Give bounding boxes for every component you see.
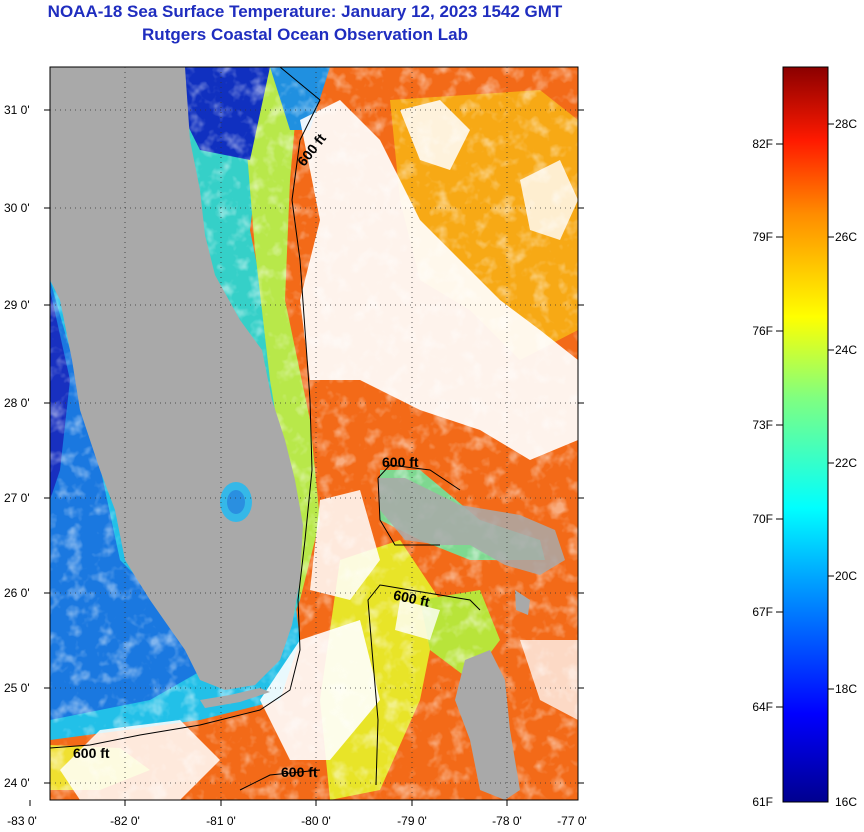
lat-label: 26 0' [4, 586, 30, 600]
colorbar-f-label: 82F [752, 137, 773, 151]
contour-label: 600 ft [281, 764, 318, 780]
map-subtitle: Rutgers Coastal Ocean Observation Lab [142, 25, 468, 44]
colorbar-c-label: 16C [835, 795, 857, 809]
colorbar-c-label: 22C [835, 456, 857, 470]
lon-label: -79 0' [397, 814, 427, 828]
colorbar-f-label: 76F [752, 324, 773, 338]
colorbar-ticks [776, 123, 834, 708]
colorbar-c-label: 24C [835, 343, 857, 357]
contour-label: 600 ft [392, 587, 431, 610]
contour-label: 600 ft [73, 745, 110, 761]
lat-label: 31 0' [4, 103, 30, 117]
lon-label: -82 0' [110, 814, 140, 828]
lon-label: -77 0' [557, 814, 587, 828]
colorbar-c-label: 28C [835, 117, 857, 131]
colorbar-f-label: 61F [752, 795, 773, 809]
colorbar-c-label: 26C [835, 230, 857, 244]
lat-label: 29 0' [4, 298, 30, 312]
lon-label: -81 0' [206, 814, 236, 828]
colorbar-f-label: 79F [752, 230, 773, 244]
colorbar-f-label: 73F [752, 418, 773, 432]
lon-label: -83 0' [7, 814, 37, 828]
lon-label: -78 0' [492, 814, 522, 828]
lat-label: 30 0' [4, 201, 30, 215]
axis-ticks [29, 109, 584, 806]
map-title: NOAA-18 Sea Surface Temperature: January… [47, 2, 563, 21]
lat-label: 24 0' [4, 776, 30, 790]
lat-label: 27 0' [4, 491, 30, 505]
graticule [50, 67, 578, 800]
sst-map-panel [50, 67, 578, 800]
colorbar-f-label: 67F [752, 605, 773, 619]
colorbar-c-label: 18C [835, 682, 857, 696]
map-frame [49, 66, 579, 801]
lat-label: 25 0' [4, 681, 30, 695]
colorbar-c-label: 20C [835, 569, 857, 583]
colorbar-f-label: 70F [752, 512, 773, 526]
colorbar-f-label: 64F [752, 700, 773, 714]
lon-label: -80 0' [301, 814, 331, 828]
lat-label: 28 0' [4, 396, 30, 410]
temperature-colorbar [782, 66, 829, 803]
contour-label: 600 ft [382, 454, 419, 470]
